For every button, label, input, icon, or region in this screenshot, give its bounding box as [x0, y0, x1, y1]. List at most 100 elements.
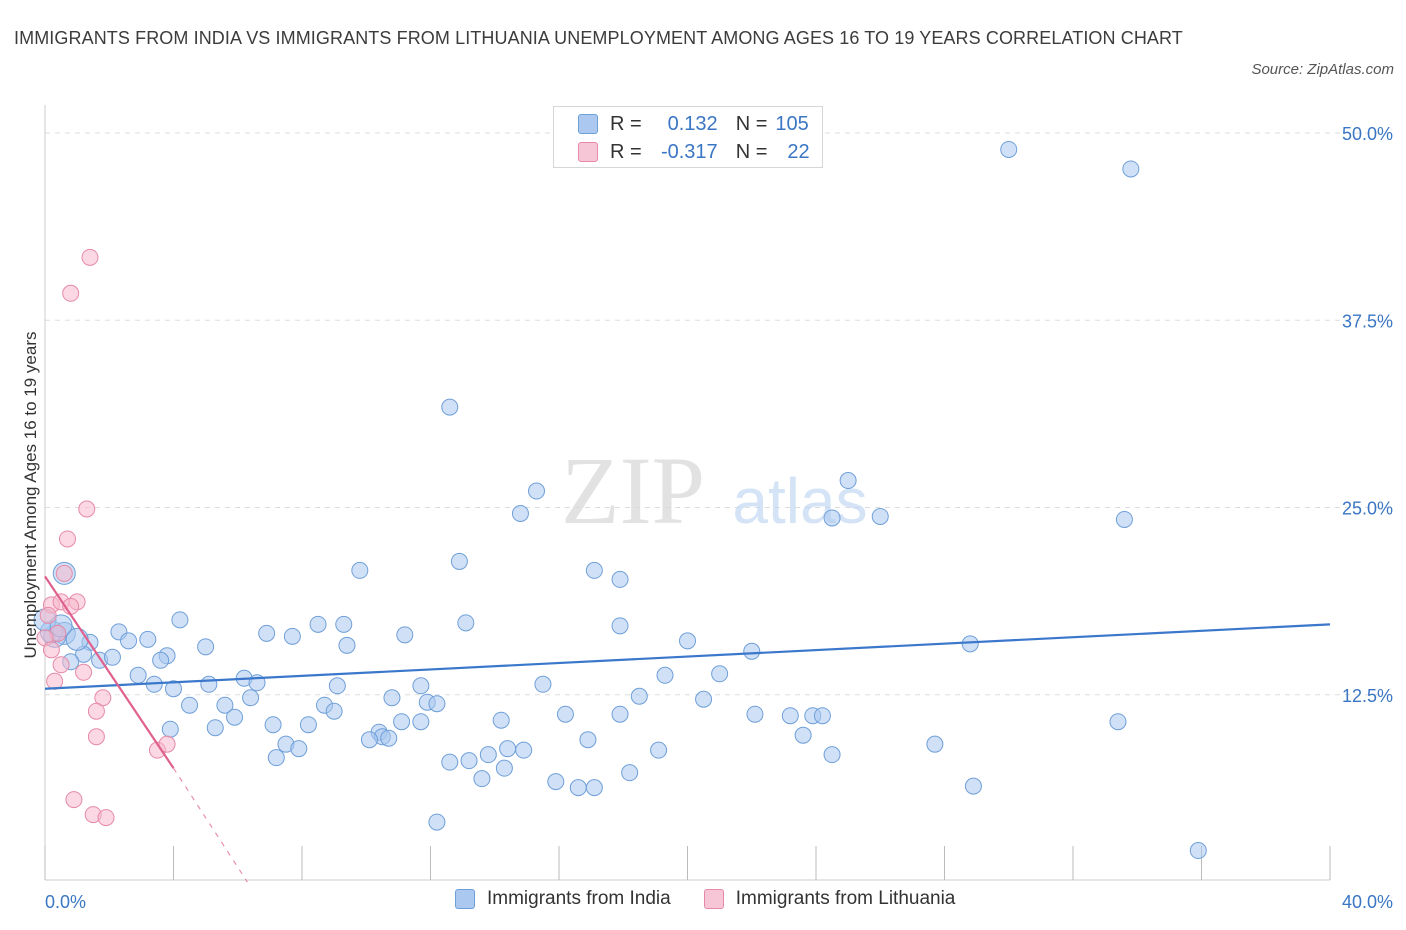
india-point [839, 472, 857, 490]
india-point [823, 746, 841, 764]
lithuania-r-label: R = [610, 140, 642, 163]
lithuania-point [55, 564, 73, 582]
lithuania-r-value: -0.317 [660, 140, 718, 163]
india-point [103, 648, 121, 666]
x-tick-label: 40.0% [1342, 892, 1393, 912]
india-point [335, 615, 353, 633]
india-point [393, 713, 411, 731]
lithuania-point [87, 702, 105, 720]
india-point [650, 741, 668, 759]
lithuania-point [39, 606, 57, 624]
india-point [441, 753, 459, 771]
legend-item-lithuania: Immigrants from Lithuania [703, 888, 955, 910]
india-point [396, 626, 414, 644]
india-point [206, 719, 224, 737]
india-point [226, 708, 244, 726]
legend-row-india: R = 0.132 N = 105 [578, 110, 809, 138]
india-point [579, 731, 597, 749]
india-point [656, 666, 674, 684]
india-point [711, 665, 729, 683]
india-point [499, 740, 517, 758]
india-point [120, 632, 138, 650]
india-point [428, 695, 446, 713]
india-point [964, 777, 982, 795]
india-point [585, 561, 603, 579]
india-legend-label: Immigrants from India [487, 888, 671, 909]
lithuania-point [65, 791, 83, 809]
lithuania-point [81, 248, 99, 266]
india-point [585, 779, 603, 797]
india-point [450, 552, 468, 570]
india-point [495, 759, 513, 777]
india-trend-line [44, 623, 1331, 690]
india-point [492, 711, 510, 729]
india-point [926, 735, 944, 753]
india-legend-swatch [455, 889, 475, 909]
lithuania-trend-line [44, 575, 175, 769]
india-point [460, 752, 478, 770]
india-point [290, 740, 308, 758]
correlation-legend: R = 0.132 N = 105 R = -0.317 N = 22 [553, 106, 823, 168]
india-point [200, 675, 218, 693]
lithuania-point [42, 641, 60, 659]
india-point [813, 707, 831, 725]
lithuania-point [46, 672, 64, 690]
india-point [299, 716, 317, 734]
india-point [309, 615, 327, 633]
india-point [412, 677, 430, 695]
lithuania-point [75, 663, 93, 681]
lithuania-point [97, 809, 115, 827]
lithuania-n-value: 22 [787, 140, 810, 163]
y-tick-label: 37.5% [1342, 311, 1393, 331]
grid-layer [45, 132, 1390, 696]
india-point [611, 617, 629, 635]
india-swatch [578, 114, 598, 134]
india-point [556, 705, 574, 723]
india-n-label: N = [735, 112, 768, 135]
lithuania-points [36, 248, 176, 827]
india-point [1122, 160, 1140, 178]
lithuania-point [52, 656, 70, 674]
india-point [171, 611, 189, 629]
chart-title: IMMIGRANTS FROM INDIA VS IMMIGRANTS FROM… [14, 28, 1183, 48]
india-point [457, 614, 475, 632]
india-point [328, 677, 346, 695]
india-point [129, 666, 147, 684]
lithuania-swatch [578, 142, 598, 162]
india-point [679, 632, 696, 650]
india-point [871, 507, 889, 525]
tick-labels: 12.5% 25.0% 37.5% 50.0% 0.0% 40.0% [45, 124, 1393, 912]
india-point [428, 813, 446, 831]
india-point [630, 687, 648, 705]
india-point [794, 726, 812, 744]
india-point [351, 561, 369, 579]
india-point [746, 705, 764, 723]
india-point [441, 398, 459, 416]
india-point [823, 509, 841, 527]
india-points [33, 140, 1207, 860]
lithuania-n-label: N = [735, 140, 768, 163]
india-point [380, 729, 398, 747]
india-point [242, 689, 260, 707]
india-point [611, 705, 629, 723]
india-point [961, 635, 979, 653]
india-point [258, 624, 276, 642]
india-point [621, 764, 639, 782]
india-point [65, 627, 89, 651]
india-point [1000, 140, 1018, 158]
source-label: Source: ZipAtlas.com [1251, 61, 1394, 78]
lithuania-point [87, 728, 105, 746]
trend-layer [44, 575, 1331, 883]
watermark-zip: ZIP [561, 437, 705, 544]
y-tick-label: 50.0% [1342, 124, 1393, 144]
india-point [534, 675, 552, 693]
y-tick-label: 12.5% [1342, 686, 1393, 706]
india-r-value: 0.132 [667, 112, 718, 135]
india-point [161, 720, 179, 738]
india-point [781, 707, 799, 725]
india-point [181, 696, 199, 714]
india-point [325, 702, 343, 720]
y-axis-label: Unemployment Among Ages 16 to 19 years [21, 332, 40, 659]
india-r-label: R = [610, 112, 642, 135]
